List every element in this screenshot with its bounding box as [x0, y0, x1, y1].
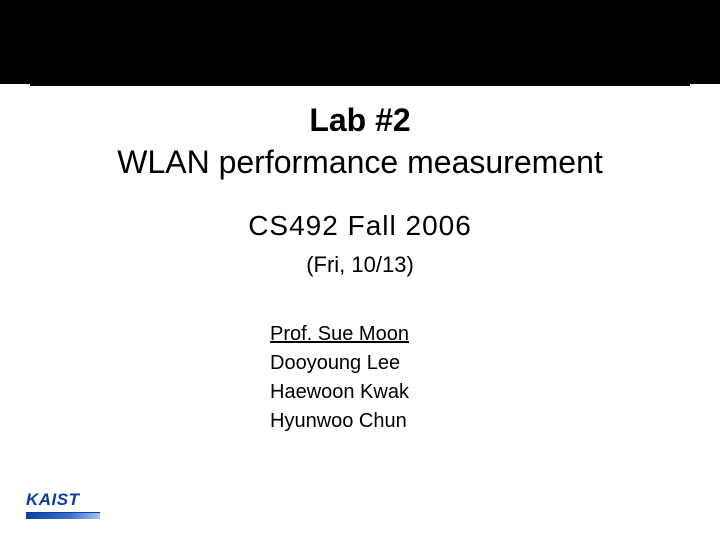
kaist-logo: KAIST	[26, 490, 102, 518]
horizontal-divider	[30, 84, 690, 86]
author-member: Hyunwoo Chun	[270, 407, 490, 436]
kaist-logo-bar	[26, 512, 100, 519]
course-line: CS492 Fall 2006	[0, 210, 720, 242]
title-line-1: Lab #2	[0, 100, 720, 140]
author-member: Haewoon Kwak	[270, 378, 490, 407]
title-line-2: WLAN performance measurement	[0, 142, 720, 182]
date-line: (Fri, 10/13)	[0, 252, 720, 278]
author-prof: Prof. Sue Moon	[270, 320, 490, 349]
kaist-logo-text: KAIST	[26, 490, 102, 510]
slide: Lab #2 WLAN performance measurement CS49…	[0, 0, 720, 540]
title-block: Lab #2 WLAN performance measurement	[0, 100, 720, 182]
authors-block: Prof. Sue Moon Dooyoung Lee Haewoon Kwak…	[270, 320, 490, 436]
top-black-band	[0, 0, 720, 84]
author-member: Dooyoung Lee	[270, 349, 490, 378]
